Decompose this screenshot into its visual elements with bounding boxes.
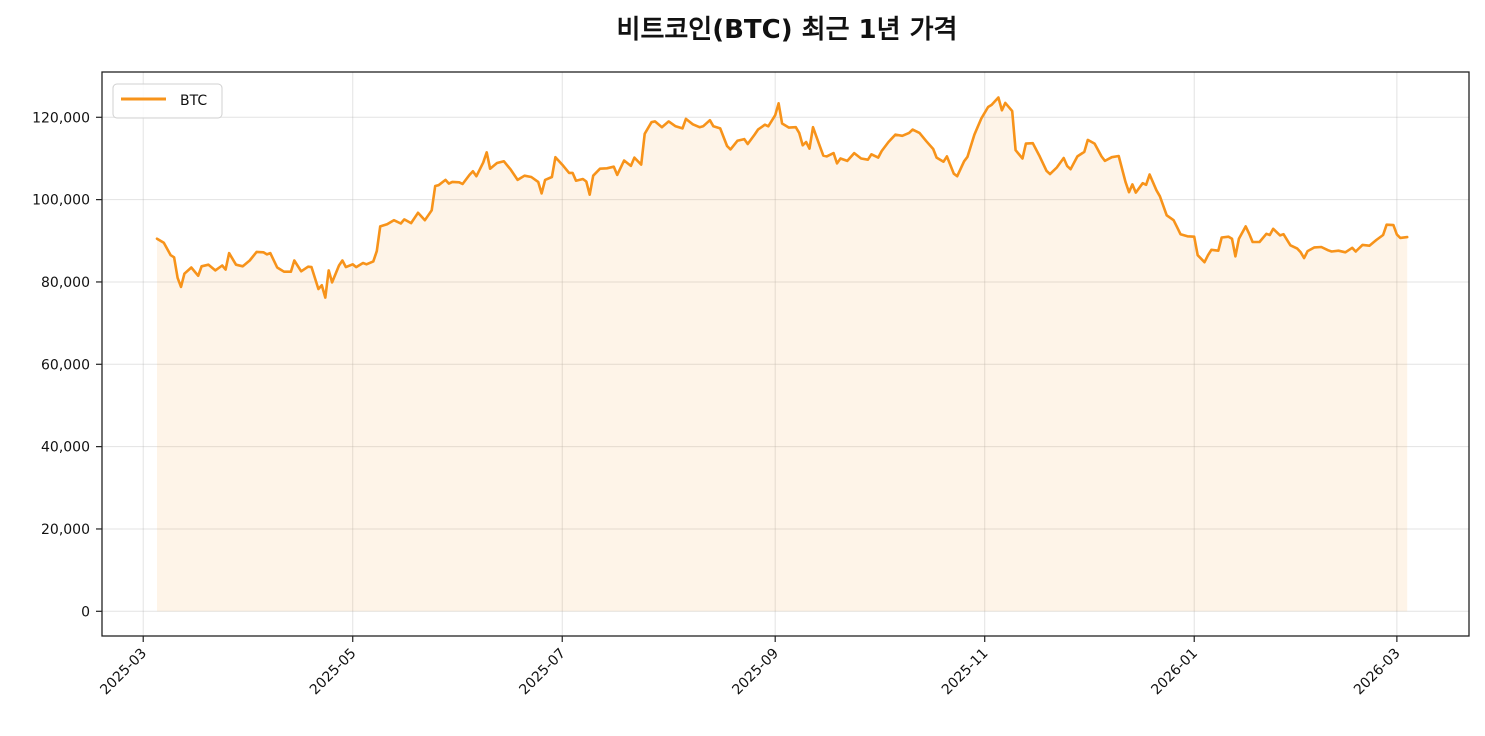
y-tick-label: 100,000: [32, 193, 90, 209]
price-line: [155, 96, 1409, 299]
area-fill: [157, 97, 1408, 612]
plot-frame: [101, 71, 1470, 637]
btc-price-line: [155, 96, 1409, 299]
y-tick-label: 60,000: [41, 357, 90, 373]
x-tick-label: 2025-09: [729, 646, 782, 699]
legend-label-btc: BTC: [180, 93, 207, 109]
legend: BTC: [112, 83, 223, 119]
x-tick-label: 2025-03: [97, 646, 150, 699]
y-axis: 0 20,000 40,000 60,000 80,000 100,000 120,000: [32, 110, 102, 620]
x-tick-label: 2026-01: [1148, 646, 1201, 699]
x-tick-label: 2025-05: [307, 646, 360, 699]
y-tick-label: 40,000: [41, 440, 90, 456]
y-tick-label: 0: [81, 604, 90, 620]
y-tick-label: 120,000: [32, 110, 90, 126]
chart-title: 비트코인(BTC) 최근 1년 가격: [617, 15, 958, 45]
x-tick-label: 2025-11: [939, 646, 992, 699]
grid-lines: [102, 72, 1469, 636]
y-tick-label: 80,000: [41, 275, 90, 291]
legend-box: [112, 83, 223, 119]
price-area-fill: [157, 97, 1408, 612]
x-axis: 2025-03 2025-05 2025-07 2025-09 2025-11 2026-…: [97, 636, 1404, 699]
x-tick-label: 2026-03: [1351, 646, 1404, 699]
x-tick-label: 2025-07: [516, 646, 569, 699]
y-tick-label: 20,000: [41, 522, 90, 538]
